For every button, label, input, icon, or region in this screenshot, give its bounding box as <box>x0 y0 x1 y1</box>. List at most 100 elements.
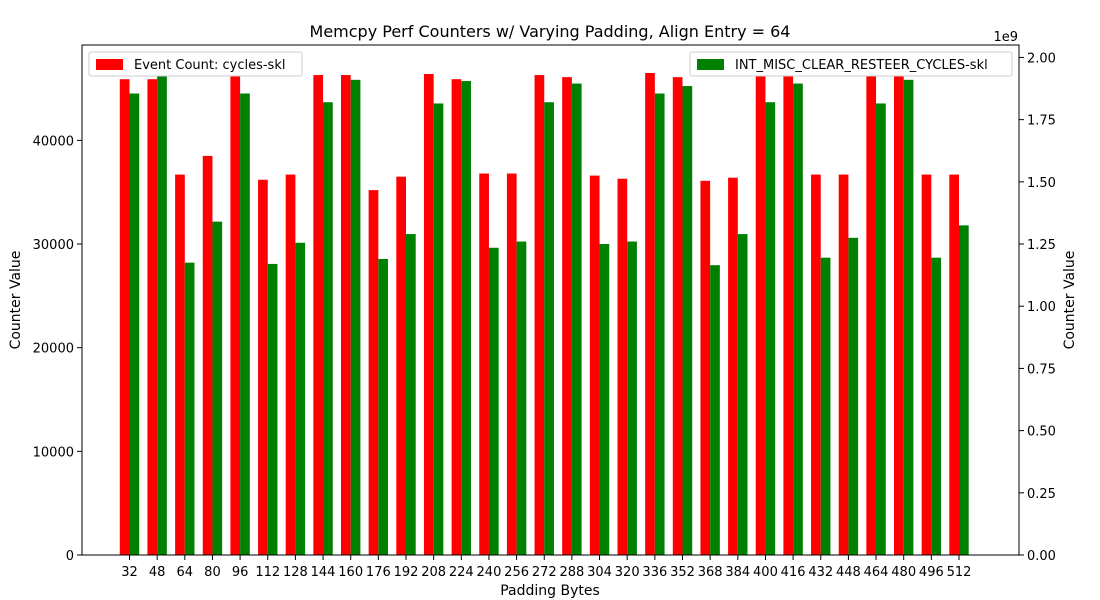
cycles-bar <box>728 177 738 555</box>
right-y-axis-label: Counter Value <box>1062 251 1078 350</box>
cycles-bar <box>838 174 849 555</box>
x-tick-label: 208 <box>421 565 446 580</box>
resteer-bar <box>710 265 720 555</box>
x-tick-label: 160 <box>338 565 363 580</box>
cycles-bar <box>921 174 932 555</box>
cycles-bar <box>894 72 904 556</box>
cycles-bar <box>700 180 711 556</box>
resteer-bar <box>378 258 389 555</box>
resteer-bar <box>129 93 140 555</box>
x-tick-label: 176 <box>366 565 391 580</box>
cycles-bar <box>783 75 794 555</box>
resteer-bar <box>848 237 859 555</box>
legend-right: INT_MISC_CLEAR_RESTEER_CYCLES-skl <box>689 51 1013 77</box>
resteer-bar <box>461 81 471 555</box>
cycles-bar <box>258 179 268 555</box>
cycles-bar <box>119 79 130 556</box>
cycles-bar <box>285 174 296 555</box>
x-tick-label: 240 <box>477 565 502 580</box>
cycles-bar <box>202 155 213 556</box>
cycles-bar <box>230 76 241 555</box>
legend-right-box <box>689 51 1013 77</box>
cycles-series-bars <box>119 68 959 556</box>
resteer-bar <box>516 241 527 555</box>
cycles-bar <box>534 75 545 555</box>
right-tick-label: 1.50 <box>1027 176 1056 191</box>
x-tick-label: 368 <box>698 565 723 580</box>
x-tick-label: 192 <box>394 565 419 580</box>
cycles-bar <box>423 74 434 556</box>
legend-left-label: Event Count: cycles-skl <box>134 58 285 73</box>
x-tick-label: 144 <box>311 565 336 580</box>
right-axis-ticks: 0.00 0.25 0.50 0.75 1.00 1.25 1.50 1.75 2.00 <box>1019 51 1056 564</box>
left-tick-label: 30000 <box>33 238 74 253</box>
cycles-bar <box>672 77 683 555</box>
x-tick-label: 224 <box>449 565 474 580</box>
x-tick-label: 304 <box>587 565 612 580</box>
x-tick-label: 128 <box>283 565 308 580</box>
right-tick-label: 1.00 <box>1027 300 1056 315</box>
resteer-bar <box>765 102 776 555</box>
x-tick-label: 400 <box>753 565 778 580</box>
cycles-bar <box>506 173 517 555</box>
left-tick-label: 10000 <box>33 445 74 460</box>
left-axis-ticks: 0 10000 20000 30000 40000 <box>33 134 82 564</box>
right-tick-label: 0.75 <box>1027 362 1056 377</box>
resteer-bar <box>240 93 250 555</box>
cycles-bar <box>562 77 572 555</box>
resteer-bar <box>599 244 610 555</box>
cycles-bar <box>368 190 379 555</box>
x-tick-label: 480 <box>891 565 916 580</box>
resteer-bar <box>267 263 278 555</box>
cycles-bar <box>645 72 655 556</box>
resteer-bar <box>433 103 444 556</box>
right-tick-label: 1.75 <box>1027 114 1056 129</box>
resteer-series-bars <box>129 69 969 556</box>
resteer-bar <box>350 79 361 555</box>
cycles-bar <box>617 178 628 555</box>
resteer-bar <box>654 93 665 555</box>
cycles-bar <box>589 175 600 556</box>
x-tick-label: 496 <box>919 565 944 580</box>
x-tick-label: 448 <box>836 565 861 580</box>
cycles-bar <box>755 74 766 556</box>
cycles-bar <box>866 68 877 555</box>
x-tick-label: 320 <box>615 565 640 580</box>
plot-frame <box>81 44 1020 556</box>
x-tick-label: 416 <box>781 565 806 580</box>
right-axis-multiplier: 1e9 <box>993 30 1018 45</box>
cycles-bar <box>479 173 489 555</box>
resteer-bar <box>959 225 969 556</box>
x-tick-label: 112 <box>255 565 280 580</box>
x-axis-ticks: 32 48 64 80 96 112 128 144 160 176 192 208 224 240 256… <box>121 555 971 580</box>
x-tick-label: 384 <box>725 565 750 580</box>
legend-left-box <box>88 51 303 77</box>
x-tick-label: 96 <box>232 565 249 580</box>
cycles-bar <box>313 75 324 555</box>
x-tick-label: 48 <box>149 565 166 580</box>
cycles-bar <box>811 174 821 555</box>
resteer-bar <box>184 262 195 555</box>
x-tick-label: 80 <box>204 565 221 580</box>
legend-left: Event Count: cycles-skl <box>88 51 303 77</box>
resteer-bar <box>212 221 223 555</box>
x-tick-label: 512 <box>947 565 972 580</box>
x-tick-label: 432 <box>808 565 833 580</box>
left-y-axis-label: Counter Value <box>8 251 24 350</box>
legend-left-swatch <box>96 59 123 70</box>
x-tick-label: 336 <box>642 565 667 580</box>
resteer-bar <box>903 79 914 555</box>
x-tick-label: 288 <box>559 565 584 580</box>
resteer-bar <box>793 83 803 555</box>
right-tick-label: 0.25 <box>1027 487 1056 502</box>
resteer-bar <box>627 241 637 555</box>
chart-title: Memcpy Perf Counters w/ Varying Padding,… <box>310 22 791 41</box>
resteer-bar <box>571 83 582 555</box>
x-tick-label: 352 <box>670 565 695 580</box>
left-tick-label: 20000 <box>33 342 74 357</box>
cycles-bar <box>175 174 185 555</box>
right-tick-label: 1.25 <box>1027 238 1056 253</box>
right-tick-label: 0.50 <box>1027 425 1056 440</box>
x-tick-label: 464 <box>864 565 889 580</box>
